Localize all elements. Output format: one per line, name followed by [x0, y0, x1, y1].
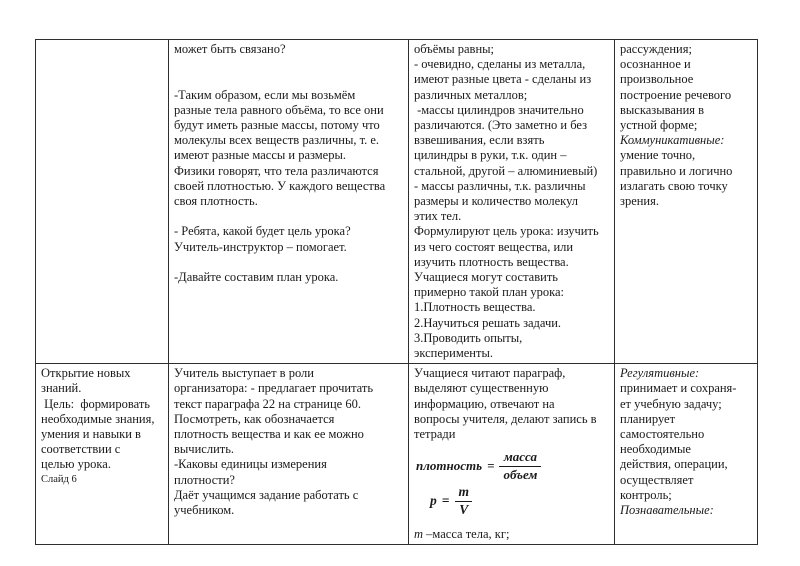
uud-communicative-label: Коммуникативные:	[620, 133, 725, 148]
uud-text-row1: рассуждения; осознанное и произвольное п…	[620, 42, 752, 209]
cell-teacher-activity-row1: может быть связано? -Таким образом, если…	[168, 38, 409, 365]
formula-symbols-lhs: p	[430, 492, 437, 508]
teacher-activity-text-row1: может быть связано? -Таким образом, если…	[174, 42, 386, 285]
formula-words-numerator: масса	[503, 449, 537, 465]
density-formula-symbols: p = m V	[430, 483, 609, 518]
uud-text-row2: Регулятивные: принимает и сохраня- ет уч…	[620, 366, 752, 518]
cell-uud-row2: Регулятивные: принимает и сохраня- ет уч…	[614, 363, 758, 545]
student-activity-text-row2: Учащиеся читают параграф, выделяют сущес…	[414, 366, 597, 442]
cell-stage-row2: Открытие новых знаний. Цель: формировать…	[35, 363, 169, 545]
formula-symbols-denominator: V	[455, 500, 473, 518]
cell-student-activity-row1: объёмы равны; - очевидно, сделаны из мет…	[408, 38, 615, 365]
lesson-plan-table: может быть связано? -Таким образом, если…	[35, 38, 758, 545]
stage-text-row2: Открытие новых знаний. Цель: формировать…	[41, 366, 155, 472]
formula-words-lhs: плотность	[416, 457, 483, 473]
formula-words-denominator: объем	[499, 465, 542, 482]
mass-variable-description: –масса тела, кг;	[423, 526, 510, 541]
student-activity-text-row1: объёмы равны; - очевидно, сделаны из мет…	[414, 42, 599, 361]
cell-teacher-activity-row2: Учитель выступает в роли организатора: -…	[168, 363, 409, 545]
uud-cognitive-label: Познавательные:	[620, 503, 714, 518]
uud-regulative-text: принимает и сохраня- ет учебную задачу; …	[620, 381, 737, 502]
mass-variable-symbol: m	[414, 526, 424, 541]
cell-uud-row1: рассуждения; осознанное и произвольное п…	[614, 38, 758, 365]
slide-reference: Слайд 6	[41, 473, 77, 485]
table-row: может быть связано? -Таким образом, если…	[35, 38, 758, 365]
formula-symbols-equals: =	[441, 492, 450, 508]
formula-symbols-fraction: m V	[454, 483, 473, 518]
formula-words-equals: =	[487, 457, 495, 473]
formula-words-fraction: масса объем	[499, 449, 542, 482]
mass-variable-note: m –масса тела, кг;	[414, 527, 609, 542]
teacher-activity-text-row2: Учитель выступает в роли организатора: -…	[174, 366, 374, 518]
density-formula-words: плотность = масса объем	[416, 449, 609, 482]
uud-row1-lead: рассуждения; осознанное и произвольное п…	[620, 42, 732, 133]
uud-regulative-label: Регулятивные:	[620, 366, 700, 381]
cell-stage-row1	[35, 38, 169, 365]
table-row: Открытие новых знаний. Цель: формировать…	[35, 363, 758, 545]
cell-student-activity-row2: Учащиеся читают параграф, выделяют сущес…	[408, 363, 615, 545]
uud-row1-tail: умение точно, правильно и логично излага…	[620, 148, 733, 209]
formula-symbols-numerator: m	[458, 483, 469, 499]
